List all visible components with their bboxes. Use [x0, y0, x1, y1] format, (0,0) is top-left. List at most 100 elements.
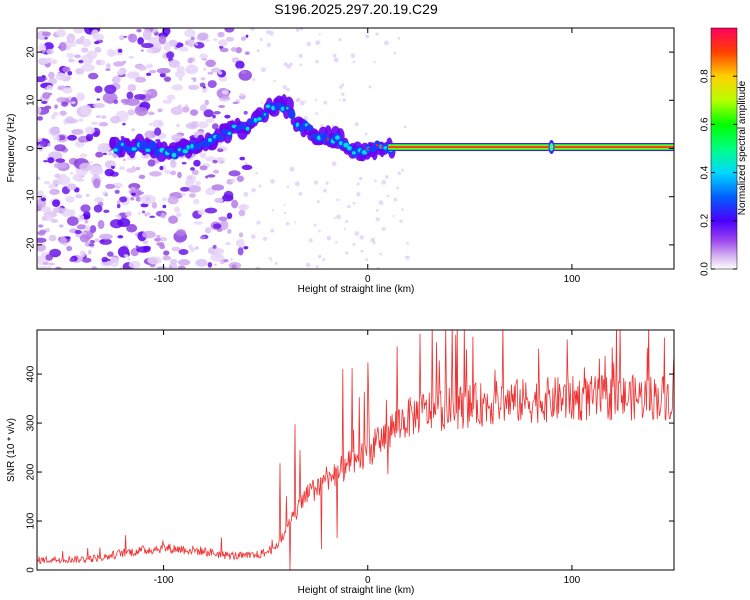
spectrogram-noise-blob [102, 152, 108, 156]
spectrogram-noise-blob [188, 244, 193, 249]
snr-ylabel: SNR (10 * v/v) [6, 418, 17, 482]
spectrogram-noise-blob [142, 230, 156, 239]
colorbar-tick-label: 0.2 [700, 213, 711, 227]
snr-plot-area [37, 330, 674, 570]
snr-line-layer [37, 330, 674, 570]
spectrogram-faint-speckle [251, 188, 256, 193]
spectrogram-ytick-label: 0 [26, 145, 37, 151]
spectrogram-faint-speckle [315, 59, 319, 64]
spectrogram-noise-blob [214, 197, 224, 204]
spectrogram-noise-blob [225, 241, 231, 246]
spectrogram-noise-blob [158, 35, 167, 44]
spectrogram-noise-blob [162, 99, 173, 104]
spectrogram-noise-blob [81, 257, 92, 263]
spectrogram-noise-blob [141, 43, 154, 49]
spectrogram-faint-speckle [368, 85, 372, 89]
spectrogram-faint-speckle [352, 242, 356, 247]
spectrogram-noise-blob [56, 97, 66, 103]
spectrogram-ridge-core-cyan [346, 145, 352, 151]
spectrogram-noise-blob [126, 224, 138, 233]
spectrogram-faint-speckle [401, 208, 404, 211]
spectrogram-faint-speckle [273, 79, 276, 83]
spectrogram-faint-speckle [356, 182, 360, 186]
spectrogram-faint-speckle [375, 217, 380, 222]
spectrogram-faint-speckle [375, 32, 379, 36]
spectrogram-noise-blob [180, 186, 190, 192]
spectrogram-noise-blob [200, 76, 206, 81]
spectrogram-noise-blob [73, 28, 85, 34]
spectrogram-noise-blob [67, 209, 76, 217]
spectrogram-noise-blob [225, 36, 235, 42]
spectrogram-noise-blob [42, 261, 49, 265]
spectrogram-ridge-core-cyan [280, 106, 285, 111]
spectrogram-noise-blob [224, 114, 231, 119]
spectrogram-noise-blob [141, 210, 146, 214]
spectrogram-faint-speckle [358, 176, 363, 181]
spectrogram-noise-blob [49, 248, 61, 258]
spectrogram-noise-blob [81, 47, 89, 53]
spectrogram-noise-blob [37, 106, 42, 115]
spectrogram-noise-blob [245, 34, 249, 38]
spectrogram-noise-blob [197, 32, 209, 41]
spectrogram-noise-blob [177, 104, 182, 109]
spectrogram-noise-blob [168, 39, 178, 47]
spectrogram-noise-blob [48, 234, 57, 242]
spectrogram-noise-blob [147, 111, 155, 116]
spectrogram-faint-speckle [256, 220, 261, 225]
spectrogram-noise-blob [207, 80, 217, 89]
spectrogram-noise-blob [66, 33, 76, 43]
colorbar-ticks: 0.0 0.2 0.4 0.6 0.8 [700, 69, 737, 276]
spectrogram-noise-blob [228, 170, 241, 177]
spectrogram-noise-blob [212, 114, 216, 119]
spectrogram-noise-blob [213, 169, 220, 174]
colorbar-label: Normalized spectral amplitude [737, 80, 748, 215]
spectrogram-ytick-label: -10 [26, 189, 37, 204]
spectrogram-noise-blob [50, 219, 59, 223]
spectrogram-noise-blob [221, 89, 229, 95]
spectrogram-noise-blob [162, 255, 172, 261]
spectrogram-noise-blob [106, 251, 114, 257]
spectrogram-ridge-core-blue [235, 125, 241, 132]
spectrogram-noise-blob [199, 104, 207, 112]
spectrogram-faint-speckle [308, 238, 313, 243]
spectrogram-noise-blob [75, 68, 85, 75]
spectrogram-noise-blob [174, 206, 180, 213]
spectrogram-noise-blob [162, 28, 171, 36]
spectrogram-noise-blob [43, 180, 51, 185]
spectrogram-noise-blob [48, 77, 58, 85]
spectrogram-noise-blob [80, 104, 92, 116]
spectrogram-noise-blob [137, 212, 141, 215]
spectrogram-noise-blob [185, 103, 189, 107]
spectrogram-noise-blob [168, 59, 180, 68]
spectrogram-noise-blob [127, 257, 131, 262]
spectrogram-faint-speckle [379, 252, 383, 256]
spectrogram-noise-blob [39, 265, 49, 269]
colorbar-tick-label: 0.4 [700, 165, 711, 179]
spectrogram-noise-blob [56, 190, 59, 193]
snr-xtick-label: 0 [365, 575, 371, 586]
spectrogram-noise-blob [244, 51, 250, 56]
spectrogram-noise-blob [224, 28, 235, 33]
spectrogram-noise-blob [105, 63, 111, 69]
spectrogram-faint-speckle [259, 37, 264, 42]
spectrogram-noise-blob [131, 165, 136, 170]
spectrogram-faint-speckle [373, 60, 376, 63]
spectrogram-noise-blob [135, 76, 147, 83]
spectrogram-noise-blob [54, 144, 66, 152]
spectrogram-noise-blob [218, 216, 228, 222]
spectrogram-noise-blob [55, 158, 66, 163]
spectrogram-faint-speckle [365, 258, 369, 262]
spectrogram-ridge-core-cyan [112, 148, 118, 152]
spectrogram-noise-blob [171, 246, 181, 252]
spectrogram-faint-speckle [268, 256, 272, 260]
spectrogram-noise-blob [105, 183, 116, 189]
spectrogram-noise-blob [176, 123, 181, 128]
spectrogram-ridge-core-cyan [335, 135, 340, 140]
spectrogram-ridge-core-cyan [171, 152, 177, 158]
spectrogram-noise-blob [85, 133, 94, 142]
spectrogram-noise-blob [130, 197, 135, 201]
spectrogram-noise-blob [189, 64, 194, 68]
spectrogram-faint-speckle [266, 30, 271, 35]
spectrogram-noise-blob [136, 28, 142, 33]
spectrogram-noise-blob [60, 174, 67, 177]
